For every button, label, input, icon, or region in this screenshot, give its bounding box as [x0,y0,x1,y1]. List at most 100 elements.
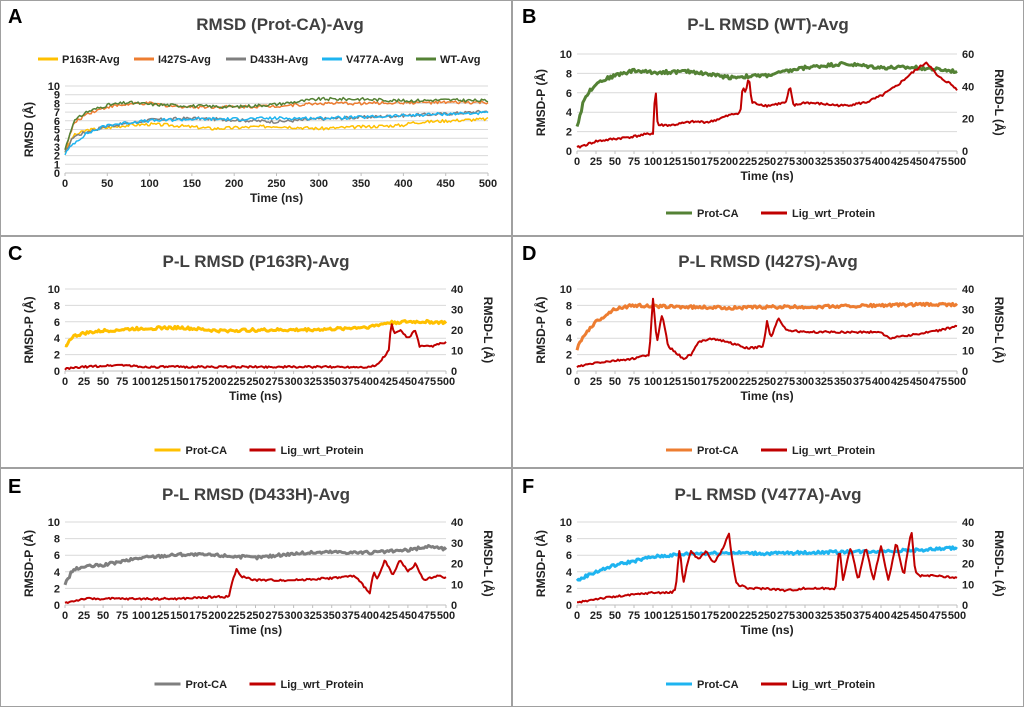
x-tick-label: 500 [437,376,455,388]
y2-tick-label: 0 [962,366,968,378]
x-tick-label: 375 [853,156,871,168]
x-tick-label: 400 [872,376,890,388]
y-tick-label: 10 [48,284,60,296]
x-tick-label: 350 [834,156,852,168]
x-tick-label: 200 [720,610,738,622]
x-tick-label: 475 [418,376,436,388]
y-tick-label: 4 [54,133,61,145]
y-tick-label: 8 [566,68,572,80]
x-tick-label: 250 [246,376,264,388]
x-tick-label: 300 [284,376,302,388]
y2-tick-label: 40 [451,284,463,296]
x-tick-label: 325 [815,610,833,622]
x-tick-label: 350 [323,376,341,388]
y-tick-label: 8 [54,534,60,546]
y2-tick-label: 40 [962,284,974,296]
x-tick-label: 400 [872,610,890,622]
x-tick-label: 250 [267,178,285,190]
legend-label: Prot-CA [697,679,739,691]
y-tick-label: 2 [566,350,572,362]
x-tick-label: 275 [777,156,795,168]
legend-label: Lig_wrt_Protein [281,445,364,457]
x-tick-label: 150 [682,376,700,388]
x-tick-label: 50 [609,156,621,168]
legend-label: Lig_wrt_Protein [792,679,875,691]
legend-label: WT-Avg [440,54,481,66]
legend: Prot-CA Lig_wrt_Protein [666,445,875,457]
x-tick-label: 100 [140,178,158,190]
x-tick-label: 200 [208,376,226,388]
x-tick-label: 500 [437,610,455,622]
x-tick-label: 250 [758,376,776,388]
x-tick-label: 0 [62,610,68,622]
x-tick-label: 25 [590,156,602,168]
series-line [64,318,448,348]
x-tick-label: 350 [352,178,370,190]
x-tick-label: 175 [701,610,719,622]
x-tick-label: 75 [116,376,128,388]
y-tick-label: 7 [54,107,60,119]
y2-tick-label: 10 [962,346,974,358]
panel-e: E P-L RMSD (D433H)-Avg 02468100102030400… [0,468,512,707]
y2-tick-label: 60 [962,49,974,61]
y-tick-label: 5 [54,125,60,137]
x-tick-label: 275 [777,610,795,622]
x-tick-label: 200 [720,156,738,168]
y2-tick-label: 20 [451,325,463,337]
y2-tick-label: 10 [962,579,974,591]
x-axis-label: Time (ns) [740,623,793,637]
x-tick-label: 400 [394,178,412,190]
x-tick-label: 225 [227,376,245,388]
y2-axis-label: RMSD-L (Å) [481,530,496,596]
x-tick-label: 450 [910,610,928,622]
x-tick-label: 200 [225,178,243,190]
y-tick-label: 6 [54,550,60,562]
x-tick-label: 0 [574,610,580,622]
x-tick-label: 250 [246,610,264,622]
x-tick-label: 425 [380,376,398,388]
chart-title: RMSD (Prot-CA)-Avg [196,15,363,34]
x-tick-label: 300 [310,178,328,190]
x-tick-label: 100 [644,610,662,622]
x-axis-label: Time (ns) [740,389,793,403]
y-tick-label: 0 [566,146,572,158]
x-tick-label: 225 [739,156,757,168]
series-line [64,109,489,153]
x-axis-label: Time (ns) [229,623,282,637]
y-tick-label: 0 [54,168,60,180]
y2-tick-label: 10 [451,346,463,358]
x-tick-label: 275 [265,610,283,622]
panel-f: F P-L RMSD (V477A)-Avg 02468100102030400… [512,468,1024,707]
x-tick-label: 150 [183,178,201,190]
x-tick-label: 175 [701,376,719,388]
legend: Prot-CA Lig_wrt_Protein [154,445,364,457]
series-line [576,61,958,149]
y2-tick-label: 10 [451,579,463,591]
y2-tick-label: 20 [962,114,974,126]
y-tick-label: 0 [54,600,60,612]
y-tick-label: 6 [54,317,60,329]
x-tick-label: 325 [815,156,833,168]
x-tick-label: 450 [910,156,928,168]
series-line [64,110,489,156]
x-tick-label: 425 [891,156,909,168]
y-axis-label: RMSD-P (Å) [533,530,548,597]
legend-label: Prot-CA [186,679,228,691]
y2-tick-label: 20 [962,559,974,571]
x-tick-label: 0 [62,178,68,190]
legend-label: P163R-Avg [62,54,120,66]
series-line [64,323,447,371]
legend-label: Lig_wrt_Protein [281,679,364,691]
x-tick-label: 50 [609,376,621,388]
x-tick-label: 175 [189,610,207,622]
x-tick-label: 325 [303,376,321,388]
x-tick-label: 375 [853,610,871,622]
legend-label: Prot-CA [186,445,228,457]
legend: Prot-CA Lig_wrt_Protein [154,679,364,691]
legend-label: V477A-Avg [346,54,404,66]
chart-title: P-L RMSD (P163R)-Avg [162,252,349,271]
